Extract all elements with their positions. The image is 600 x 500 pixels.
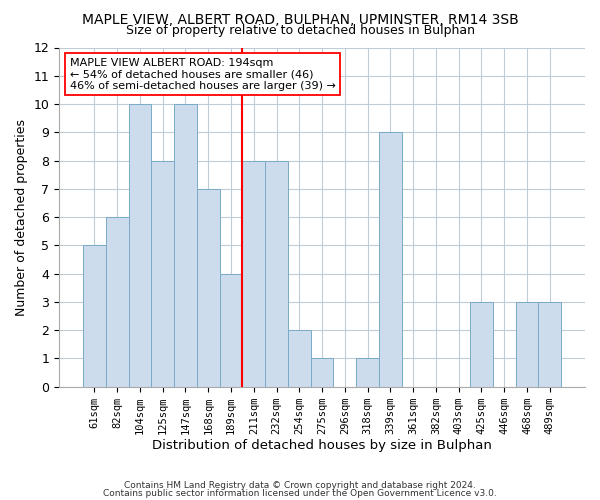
Y-axis label: Number of detached properties: Number of detached properties xyxy=(15,118,28,316)
Bar xyxy=(265,160,288,386)
Text: MAPLE VIEW ALBERT ROAD: 194sqm
← 54% of detached houses are smaller (46)
46% of : MAPLE VIEW ALBERT ROAD: 194sqm ← 54% of … xyxy=(70,58,335,91)
Bar xyxy=(538,302,561,386)
Bar xyxy=(151,160,174,386)
Bar xyxy=(515,302,538,386)
Bar xyxy=(311,358,334,386)
Bar xyxy=(197,189,220,386)
Text: Contains HM Land Registry data © Crown copyright and database right 2024.: Contains HM Land Registry data © Crown c… xyxy=(124,480,476,490)
Bar xyxy=(356,358,379,386)
Bar xyxy=(242,160,265,386)
Bar xyxy=(470,302,493,386)
Text: Contains public sector information licensed under the Open Government Licence v3: Contains public sector information licen… xyxy=(103,489,497,498)
Bar xyxy=(83,246,106,386)
Text: MAPLE VIEW, ALBERT ROAD, BULPHAN, UPMINSTER, RM14 3SB: MAPLE VIEW, ALBERT ROAD, BULPHAN, UPMINS… xyxy=(82,12,518,26)
X-axis label: Distribution of detached houses by size in Bulphan: Distribution of detached houses by size … xyxy=(152,440,492,452)
Text: Size of property relative to detached houses in Bulphan: Size of property relative to detached ho… xyxy=(125,24,475,37)
Bar xyxy=(106,217,128,386)
Bar xyxy=(174,104,197,387)
Bar xyxy=(288,330,311,386)
Bar xyxy=(379,132,402,386)
Bar xyxy=(220,274,242,386)
Bar xyxy=(128,104,151,387)
